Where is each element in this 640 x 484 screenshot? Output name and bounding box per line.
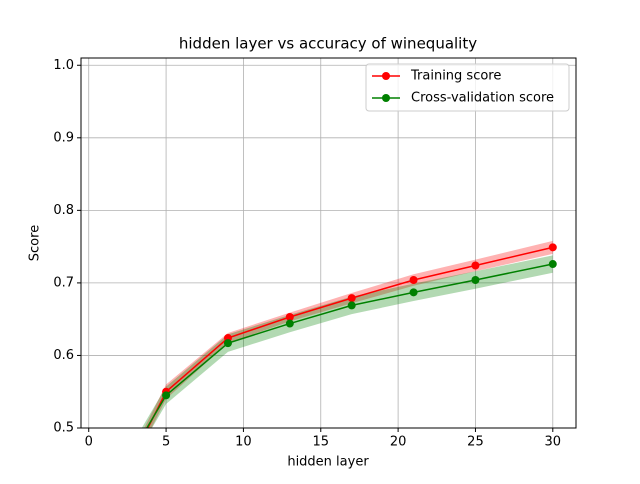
x-axis-label: hidden layer (287, 455, 369, 470)
y-axis-label: Score (28, 225, 43, 261)
legend-label: Cross-validation score (411, 91, 554, 106)
data-point (285, 313, 294, 321)
x-tick-label: 10 (235, 435, 252, 450)
data-point (409, 276, 418, 284)
y-tick-label: 1.0 (53, 58, 74, 73)
x-tick-label: 0 (85, 435, 93, 450)
std-band (144, 240, 553, 428)
legend-label: Training score (410, 69, 501, 84)
data-point (409, 288, 418, 297)
data-point (471, 276, 480, 284)
y-tick-label: 0.7 (53, 275, 74, 290)
series-line (147, 246, 553, 428)
legend: Training score Cross-validation score (365, 63, 570, 112)
data-point (347, 301, 356, 310)
axes-frame (80, 57, 577, 429)
y-tick-label: 0.6 (53, 348, 74, 363)
legend-marker (382, 72, 390, 80)
series-line (146, 263, 553, 428)
y-tick-label: 0.5 (53, 421, 74, 436)
x-tick-label: 20 (390, 435, 407, 450)
data-point (347, 294, 356, 303)
x-tick-label: 5 (162, 435, 170, 450)
data-point (548, 260, 557, 269)
y-tick-label: 0.8 (53, 203, 74, 218)
y-tick-label: 0.9 (53, 130, 74, 145)
x-tick-label: 30 (545, 435, 562, 450)
x-tick-label: 15 (312, 435, 329, 450)
data-point (285, 319, 294, 328)
chart-title: hidden layer vs accuracy of winequality (179, 35, 477, 53)
legend-marker (382, 94, 390, 102)
x-tick-label: 25 (467, 435, 484, 450)
plot-area (141, 240, 557, 428)
data-point (548, 243, 557, 252)
data-point (223, 339, 232, 348)
data-point (471, 261, 480, 270)
legend-box (365, 63, 570, 112)
data-point (162, 391, 171, 400)
